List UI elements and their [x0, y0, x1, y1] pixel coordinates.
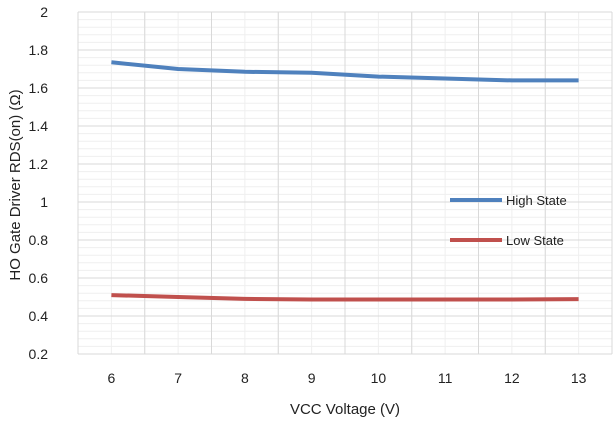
- y-tick-label: 1.8: [29, 42, 49, 58]
- y-tick-label: 1.4: [29, 118, 49, 134]
- series-line-low-state: [111, 293, 579, 302]
- legend-label-low-state: Low State: [506, 233, 564, 248]
- x-axis-label: VCC Voltage (V): [290, 401, 400, 418]
- series-line-high-state: [111, 60, 579, 83]
- y-tick-label: 1: [40, 194, 48, 210]
- series-lines: [111, 60, 579, 302]
- y-axis-tick-labels: 0.2 0.4 0.6 0.8 1 1.2 1.4 1.6 1.8 2: [29, 4, 49, 362]
- x-tick-label: 9: [308, 370, 316, 386]
- y-tick-label: 2: [40, 4, 48, 20]
- x-tick-label: 8: [241, 370, 249, 386]
- y-tick-label: 1.2: [29, 156, 49, 172]
- y-axis-label: HO Gate Driver RDS(on) (Ω): [7, 89, 24, 280]
- y-tick-label: 0.6: [29, 270, 49, 286]
- y-tick-label: 0.8: [29, 232, 49, 248]
- y-tick-label: 0.2: [29, 346, 49, 362]
- y-tick-label: 0.4: [29, 308, 49, 324]
- y-tick-label: 1.6: [29, 80, 49, 96]
- x-tick-label: 12: [504, 370, 520, 386]
- x-tick-label: 10: [371, 370, 387, 386]
- legend: High State Low State: [450, 193, 567, 248]
- x-tick-label: 11: [438, 370, 453, 386]
- x-tick-label: 13: [571, 370, 587, 386]
- major-gridlines: [77, 11, 613, 355]
- x-tick-label: 6: [107, 370, 115, 386]
- legend-label-high-state: High State: [506, 193, 567, 208]
- x-axis-tick-labels: 6 7 8 9 10 11 12 13: [107, 370, 586, 386]
- x-tick-label: 7: [174, 370, 182, 386]
